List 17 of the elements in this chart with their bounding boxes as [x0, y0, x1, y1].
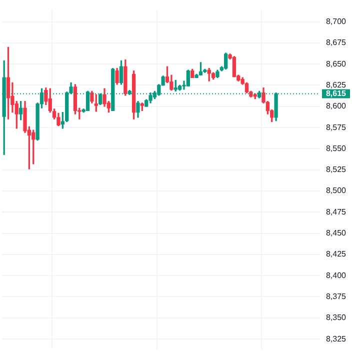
y-tick-label: 8,425: [326, 250, 347, 259]
y-tick-label: 8,650: [326, 59, 347, 68]
y-tick-label: 8,475: [326, 207, 347, 216]
ref-line-label: 8,615: [326, 88, 347, 98]
y-tick-label: 8,525: [326, 165, 347, 174]
y-tick-label: 8,575: [326, 122, 347, 132]
y-tick-label: 8,700: [326, 17, 347, 26]
y-tick-label: 8,625: [326, 80, 347, 90]
y-tick-label: 8,375: [326, 292, 347, 301]
y-tick-label: 8,350: [326, 313, 347, 322]
y-tick-label: 8,450: [326, 228, 347, 238]
y-tick-label: 8,500: [326, 186, 347, 196]
y-tick-label: 8,600: [326, 102, 347, 111]
y-tick-label: 8,675: [326, 38, 347, 48]
y-tick-label: 8,325: [326, 334, 347, 344]
y-tick-label: 8,550: [326, 144, 347, 153]
y-tick-label: 8,400: [326, 270, 347, 280]
